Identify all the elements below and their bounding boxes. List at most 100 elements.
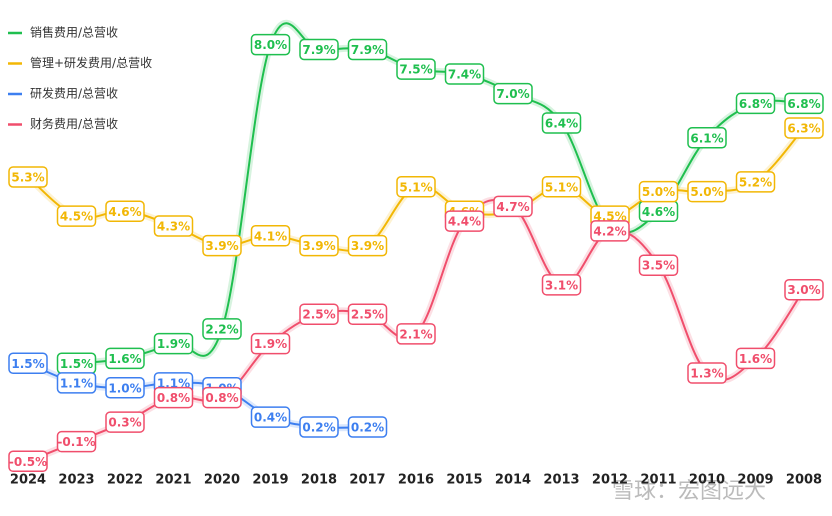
value-label-box: 5.0% (638, 180, 679, 203)
value-label-box: 7.9% (299, 38, 339, 61)
label-box (299, 416, 339, 438)
value-label-box: 0.8% (153, 386, 194, 409)
value-label: 2.1% (399, 327, 432, 341)
value-label-box: 1.3% (687, 362, 727, 384)
value-label: 1.9% (254, 337, 287, 351)
value-label-box: 1.1% (56, 372, 97, 394)
value-label-box: 4.6% (638, 200, 679, 223)
value-label-box: 1.0% (105, 377, 145, 399)
x-tick-label: 2017 (349, 473, 385, 488)
value-label: -0.5% (9, 455, 47, 469)
value-label: 0.2% (351, 420, 384, 434)
label-box (396, 323, 436, 345)
value-label: 3.9% (205, 239, 238, 253)
x-tick-label: 2024 (10, 473, 46, 488)
value-label-box: 4.1% (250, 225, 291, 247)
value-label: 5.3% (11, 170, 44, 184)
label-box (105, 411, 145, 433)
label-box (541, 274, 582, 296)
x-tick-label: 2021 (155, 473, 191, 488)
label-box (105, 377, 145, 399)
value-label-box: 5.1% (396, 176, 436, 198)
x-tick-label: 2009 (737, 473, 773, 488)
value-label: 6.8% (787, 97, 820, 111)
value-label: 5.2% (739, 175, 772, 189)
value-label: 7.9% (302, 43, 335, 57)
value-label: 4.1% (254, 229, 287, 243)
value-label: 7.0% (496, 87, 529, 101)
value-label: 4.7% (496, 200, 529, 214)
label-box (299, 234, 339, 257)
value-label: 6.8% (739, 97, 772, 111)
value-label: 4.6% (108, 205, 141, 219)
x-tick-label: 2011 (640, 473, 676, 488)
label-box (784, 92, 824, 115)
x-tick-label: 2014 (495, 473, 531, 488)
label-box (784, 117, 824, 139)
value-label: 5.1% (399, 180, 432, 194)
label-box (687, 180, 727, 203)
value-label: 1.3% (690, 367, 723, 381)
label-box (105, 200, 145, 223)
value-label: 0.8% (205, 391, 238, 405)
value-label-box: 1.6% (105, 347, 145, 370)
label-box (347, 303, 388, 325)
label-box (202, 386, 242, 409)
label-box (347, 234, 388, 257)
value-label: 0.4% (254, 411, 287, 425)
value-label: 5.1% (545, 180, 578, 194)
value-label-box: 2.2% (202, 318, 242, 340)
x-tick-label: 2022 (107, 473, 143, 488)
label-box (347, 416, 388, 438)
value-label: 1.5% (11, 357, 44, 371)
value-label: 6.1% (690, 131, 723, 145)
value-label-box: 2.1% (396, 323, 436, 345)
value-label: 6.3% (787, 121, 820, 135)
value-label: 1.6% (108, 352, 141, 366)
label-box (493, 82, 533, 105)
value-label: 7.5% (399, 63, 432, 77)
value-label-box: 6.3% (784, 117, 824, 139)
label-box (735, 171, 776, 193)
value-label: 2.5% (302, 308, 335, 322)
value-label: 4.2% (593, 224, 626, 238)
value-label: 0.3% (108, 416, 141, 430)
value-label-box: 6.1% (687, 127, 727, 149)
label-box (299, 303, 339, 325)
value-label-box: 4.6% (105, 200, 145, 223)
value-label-box: 0.4% (250, 406, 291, 428)
x-tick-label: 2016 (398, 473, 434, 488)
label-box (153, 215, 194, 237)
label-box (8, 352, 48, 374)
value-label: 6.4% (545, 117, 578, 131)
label-box (638, 180, 679, 203)
lines (25, 19, 807, 465)
value-label: 4.3% (157, 219, 190, 233)
value-label-box: 3.9% (347, 234, 388, 257)
value-label: 1.6% (739, 352, 772, 366)
value-label-box: 3.1% (541, 274, 582, 296)
value-label-box: 5.1% (541, 176, 582, 198)
label-box (56, 372, 97, 394)
value-label: 4.6% (642, 205, 675, 219)
label-box (202, 234, 242, 257)
label-box (56, 430, 97, 453)
value-label-box: 7.5% (396, 58, 436, 80)
label-box (8, 166, 48, 188)
value-label-box: 6.8% (784, 92, 824, 115)
value-label-box: 7.0% (493, 82, 533, 105)
value-label-box: 3.0% (784, 278, 824, 301)
value-label: 1.9% (157, 337, 190, 351)
value-label: 4.5% (60, 210, 93, 224)
legend-label: 销售费用/总营收 (30, 25, 118, 40)
value-label-box: 5.3% (8, 166, 48, 188)
x-tick-label: 2023 (58, 473, 94, 488)
value-label-box: 1.9% (153, 332, 194, 355)
value-label: 1.0% (108, 381, 141, 395)
value-label-box: 1.5% (8, 352, 48, 374)
label-box (493, 195, 533, 218)
value-label: 2.2% (205, 322, 238, 336)
value-label-box: 0.8% (202, 386, 242, 409)
value-label-box: 3.5% (638, 254, 679, 276)
